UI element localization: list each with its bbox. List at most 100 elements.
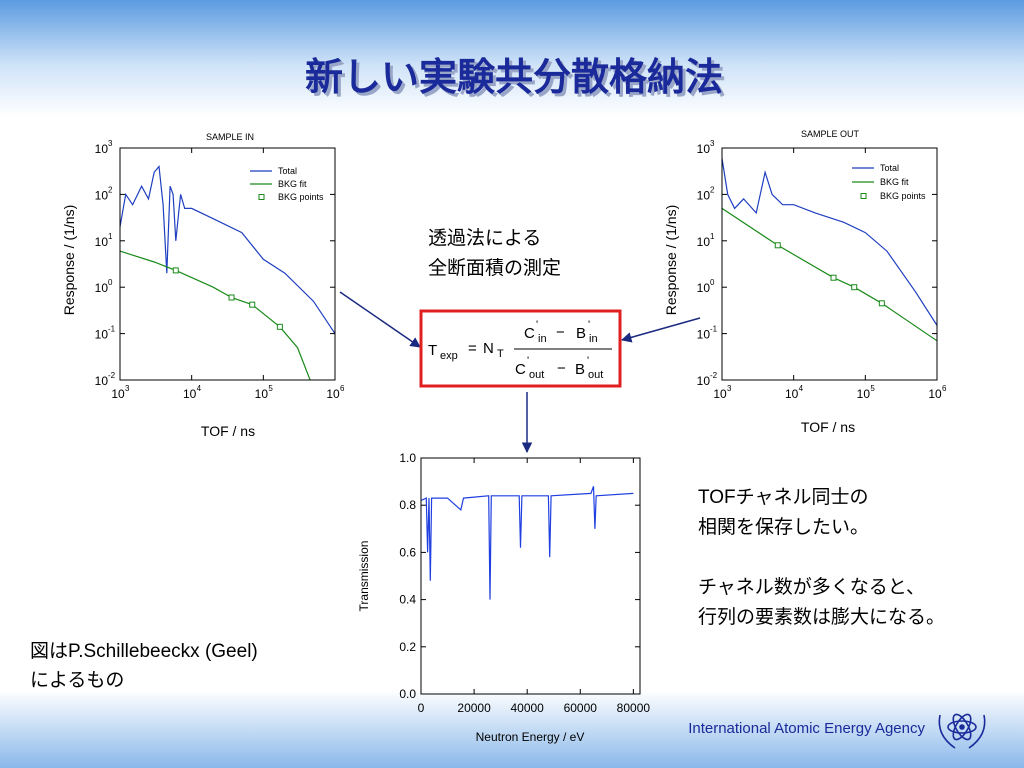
legend-label: Total — [278, 166, 297, 176]
credit: によるもの — [30, 670, 124, 691]
y-tick-label: 10 — [697, 281, 711, 295]
x-tick-exponent: 4 — [799, 384, 804, 393]
bottom-band — [0, 690, 1024, 768]
formula-operator: = — [468, 340, 477, 357]
y-tick-label: 10 — [95, 328, 109, 342]
credit: 図はP.Schillebeeckx (Geel) — [30, 641, 258, 662]
x-tick-label: 0 — [418, 701, 425, 715]
y-tick-label: 0.4 — [399, 593, 416, 607]
y-tick-label: 10 — [697, 188, 711, 202]
x-tick-label: 10 — [928, 387, 942, 401]
formula-subscript: in — [589, 333, 598, 345]
x-tick-label: 10 — [255, 387, 269, 401]
legend-label: Total — [880, 163, 899, 173]
y-tick-label: 10 — [95, 374, 109, 388]
series-line — [722, 158, 937, 326]
x-tick-exponent: 6 — [340, 384, 345, 393]
formula-operator: − — [556, 324, 565, 341]
x-tick-exponent: 5 — [870, 384, 875, 393]
formula-prime: ' — [587, 355, 589, 367]
y-axis-label: Response / (1/ns) — [663, 205, 679, 316]
formula-symbol: N — [483, 340, 494, 357]
bkg-point — [851, 284, 858, 291]
chart-title: SAMPLE IN — [206, 132, 254, 142]
x-axis-label: TOF / ns — [201, 423, 255, 439]
y-tick-exponent: 0 — [108, 278, 113, 287]
footer: International Atomic Energy Agency — [688, 720, 925, 737]
y-tick-exponent: -1 — [710, 325, 718, 334]
x-tick-exponent: 5 — [268, 384, 273, 393]
y-tick-exponent: 3 — [108, 139, 113, 148]
formula-subscript: out — [529, 369, 544, 381]
x-tick-exponent: 6 — [942, 384, 947, 393]
axes-frame — [119, 147, 336, 381]
y-tick-label: 0.8 — [399, 498, 416, 512]
x-tick-label: 10 — [111, 387, 125, 401]
y-tick-label: 0.2 — [399, 640, 416, 654]
x-tick-label: 40000 — [510, 701, 544, 715]
y-tick-exponent: 2 — [710, 185, 715, 194]
legend-label: BKG points — [880, 191, 926, 201]
y-axis-label: Transmission — [357, 541, 371, 612]
x-tick-label: 10 — [857, 387, 871, 401]
formula-subscript: out — [588, 369, 603, 381]
slide-title: 新しい実験共分散格納法 — [305, 57, 723, 99]
formula-prime: ' — [527, 355, 529, 367]
y-tick-exponent: -2 — [108, 371, 116, 380]
formula-prime: ' — [588, 319, 590, 331]
x-tick-exponent: 4 — [197, 384, 202, 393]
formula-prime: ' — [536, 319, 538, 331]
arrow — [339, 291, 421, 348]
formula-symbol: C — [515, 361, 526, 378]
x-axis-label: TOF / ns — [801, 419, 855, 435]
y-tick-exponent: -2 — [710, 371, 718, 380]
legend-marker — [258, 194, 265, 200]
title-shadow: 新しい実験共分散格納法 — [308, 60, 726, 102]
plot-area — [120, 165, 335, 380]
y-tick-exponent: 0 — [710, 278, 715, 287]
bkg-point — [878, 300, 885, 307]
plot-area — [421, 486, 634, 600]
y-tick-label: 0.6 — [399, 545, 416, 559]
series-line — [120, 165, 335, 334]
chart-title: SAMPLE OUT — [801, 129, 860, 139]
formula-subscript: exp — [440, 350, 458, 362]
x-tick-label: 10 — [713, 387, 727, 401]
axes-frame — [721, 147, 938, 381]
y-tick-label: 10 — [95, 142, 109, 156]
formula-symbol: T — [428, 342, 437, 359]
y-tick-label: 10 — [95, 235, 109, 249]
y-tick-exponent: 2 — [108, 185, 113, 194]
y-axis-label: Response / (1/ns) — [61, 205, 77, 316]
formula-symbol: C — [524, 325, 535, 342]
bkg-point — [172, 267, 179, 274]
bkg-point — [774, 242, 781, 249]
y-tick-exponent: 1 — [108, 232, 113, 241]
channel-note: 行列の要素数は膨大になる。 — [698, 606, 945, 628]
x-tick-label: 10 — [785, 387, 799, 401]
x-tick-label: 10 — [183, 387, 197, 401]
plot-area — [722, 158, 937, 342]
x-tick-label: 20000 — [457, 701, 491, 715]
series-line — [722, 207, 937, 342]
x-tick-exponent: 3 — [727, 384, 732, 393]
axes-frame — [420, 457, 641, 695]
tof-note: 相関を保存したい。 — [698, 516, 869, 538]
y-tick-label: 10 — [697, 235, 711, 249]
x-tick-label: 80000 — [617, 701, 651, 715]
formula: T exp = N T C ' in − B ' in C ' out − B … — [419, 309, 622, 388]
y-tick-label: 10 — [697, 374, 711, 388]
y-tick-exponent: 1 — [710, 232, 715, 241]
legend-label: BKG points — [278, 192, 324, 202]
bkg-point — [228, 294, 235, 301]
bkg-point — [249, 301, 256, 308]
y-tick-label: 10 — [95, 281, 109, 295]
tof-note: TOFチャネル同士の — [698, 486, 868, 508]
iaea-logo — [938, 713, 986, 749]
legend-label: BKG fit — [278, 179, 307, 189]
x-tick-label: 10 — [326, 387, 340, 401]
series-line — [421, 486, 634, 600]
arrow — [620, 317, 701, 343]
y-tick-label: 1.0 — [399, 451, 416, 465]
formula-symbol: B — [576, 325, 586, 342]
